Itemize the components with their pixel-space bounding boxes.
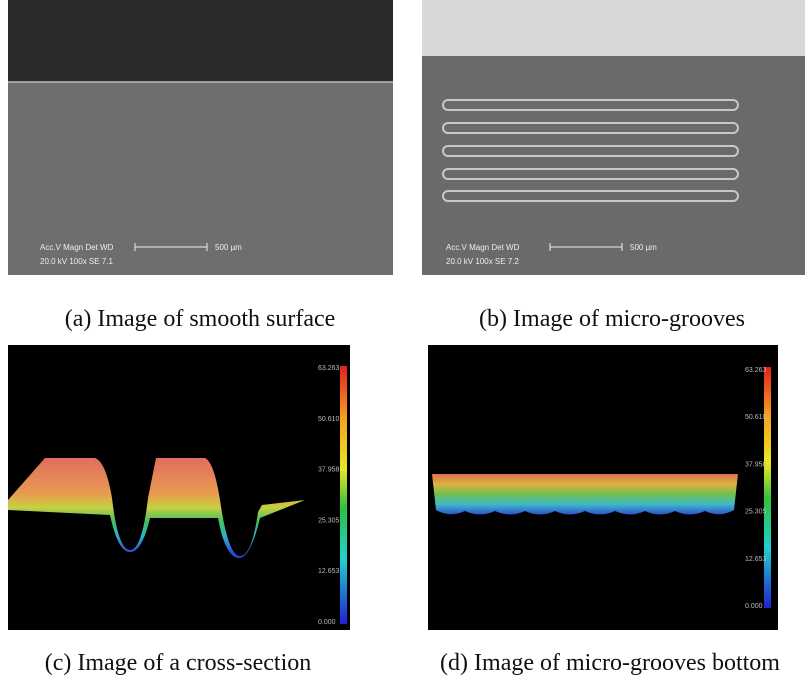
caption: (b) Image of micro-grooves: [479, 306, 745, 332]
caption: (c) Image of a cross-section: [45, 650, 312, 676]
sem-label: Acc.V Magn Det WD: [446, 243, 520, 252]
scale-label: 500 µm: [215, 243, 242, 252]
colorbar-label: 25.305: [745, 509, 767, 516]
colorbar-label: 50.610: [745, 414, 767, 421]
colorbar-label: 37.958: [745, 461, 767, 468]
colorbar-label: 25.305: [318, 517, 340, 524]
colorbar-label: 0.000: [745, 603, 763, 610]
colorbar-label: 63.263: [745, 367, 767, 374]
sem-label: 20.0 kV 100x SE 7.2: [446, 257, 519, 266]
colorbar-label: 37.958: [318, 467, 340, 474]
caption: (a) Image of smooth surface: [65, 306, 336, 332]
surface: [432, 474, 738, 515]
colorbar-label: 12.653: [745, 556, 767, 563]
sem-label: 20.0 kV 100x SE 7.1: [40, 257, 113, 266]
colorbar-label: 12.653: [318, 568, 340, 575]
colorbar: [340, 366, 347, 624]
scale-label: 500 µm: [630, 243, 657, 252]
sem-background: [422, 0, 805, 56]
colorbar-label: 0.000: [318, 619, 336, 626]
sem-label: Acc.V Magn Det WD: [40, 243, 114, 252]
colorbar-label: 50.610: [318, 416, 340, 423]
colorbar: [764, 367, 771, 608]
caption: (d) Image of micro-grooves bottom: [440, 650, 780, 676]
figure: Acc.V Magn Det WD 500 µm 20.0 kV 100x SE…: [0, 0, 808, 683]
colorbar-label: 63.263: [318, 365, 340, 372]
sem-background: [8, 0, 393, 82]
